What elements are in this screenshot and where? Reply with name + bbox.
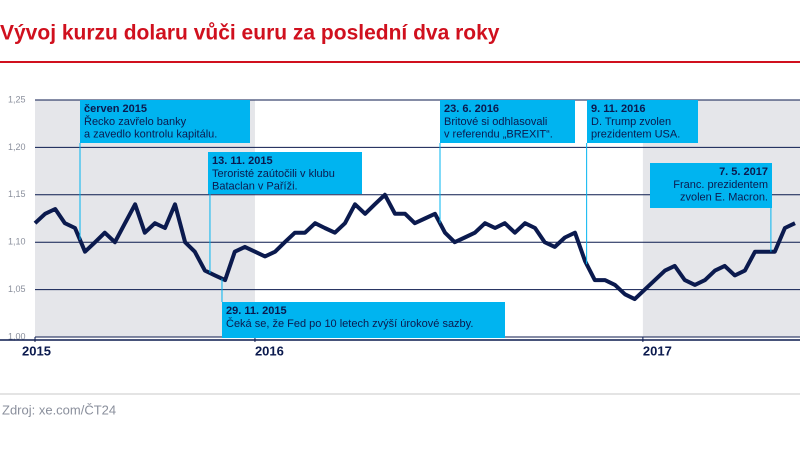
annotation-text: Řecko zavřelo banky bbox=[84, 115, 187, 128]
x-tick-label: 2015 bbox=[22, 343, 51, 358]
annotation-date: 29. 11. 2015 bbox=[226, 305, 287, 317]
y-tick-label: 1,05 bbox=[8, 284, 26, 294]
annotation-box bbox=[587, 100, 698, 143]
annotation-text: D. Trump zvolen bbox=[591, 116, 671, 128]
annotation-text: Bataclan v Paříži. bbox=[212, 180, 298, 192]
y-tick-label: 1,10 bbox=[8, 237, 26, 247]
annotation-box bbox=[650, 163, 772, 208]
annotation-text: Čeká se, že Fed po 10 letech zvýší úroko… bbox=[226, 317, 473, 330]
x-tick-label: 2016 bbox=[255, 343, 284, 358]
chart-title: Vývoj kurzu dolaru vůči euru za poslední… bbox=[0, 22, 500, 45]
annotation-date: 9. 11. 2016 bbox=[591, 103, 645, 115]
annotation-text: Teroristé zaútočili v klubu bbox=[212, 168, 335, 180]
annotation-date: červen 2015 bbox=[84, 103, 147, 115]
annotation-date: 13. 11. 2015 bbox=[212, 155, 273, 167]
annotation-box bbox=[80, 100, 250, 143]
annotation-box bbox=[440, 100, 575, 143]
annotation-date: 23. 6. 2016 bbox=[444, 103, 499, 115]
annotation-text: Franc. prezidentem bbox=[673, 179, 768, 191]
annotation-box bbox=[222, 302, 505, 338]
annotation-text: Britové si odhlasovali bbox=[444, 116, 547, 128]
annotation-text: zvolen E. Macron. bbox=[680, 191, 768, 203]
series-line bbox=[33, 192, 796, 302]
annotation-text: prezidentem USA. bbox=[591, 128, 680, 140]
y-tick-label: 1,20 bbox=[8, 142, 26, 152]
annotation-text: a zavedlo kontrolu kapitálu. bbox=[84, 128, 217, 140]
source: Zdroj: xe.com/ČT24 bbox=[2, 402, 116, 417]
x-tick-label: 2017 bbox=[643, 343, 672, 358]
annotation-text: v referendu „BREXIT“. bbox=[444, 128, 553, 140]
y-tick-label: 1,00 bbox=[8, 331, 26, 341]
annotation-date: 7. 5. 2017 bbox=[719, 166, 768, 178]
y-tick-label: 1,25 bbox=[8, 94, 26, 104]
y-tick-label: 1,15 bbox=[8, 189, 26, 199]
annotation-box bbox=[208, 152, 362, 194]
